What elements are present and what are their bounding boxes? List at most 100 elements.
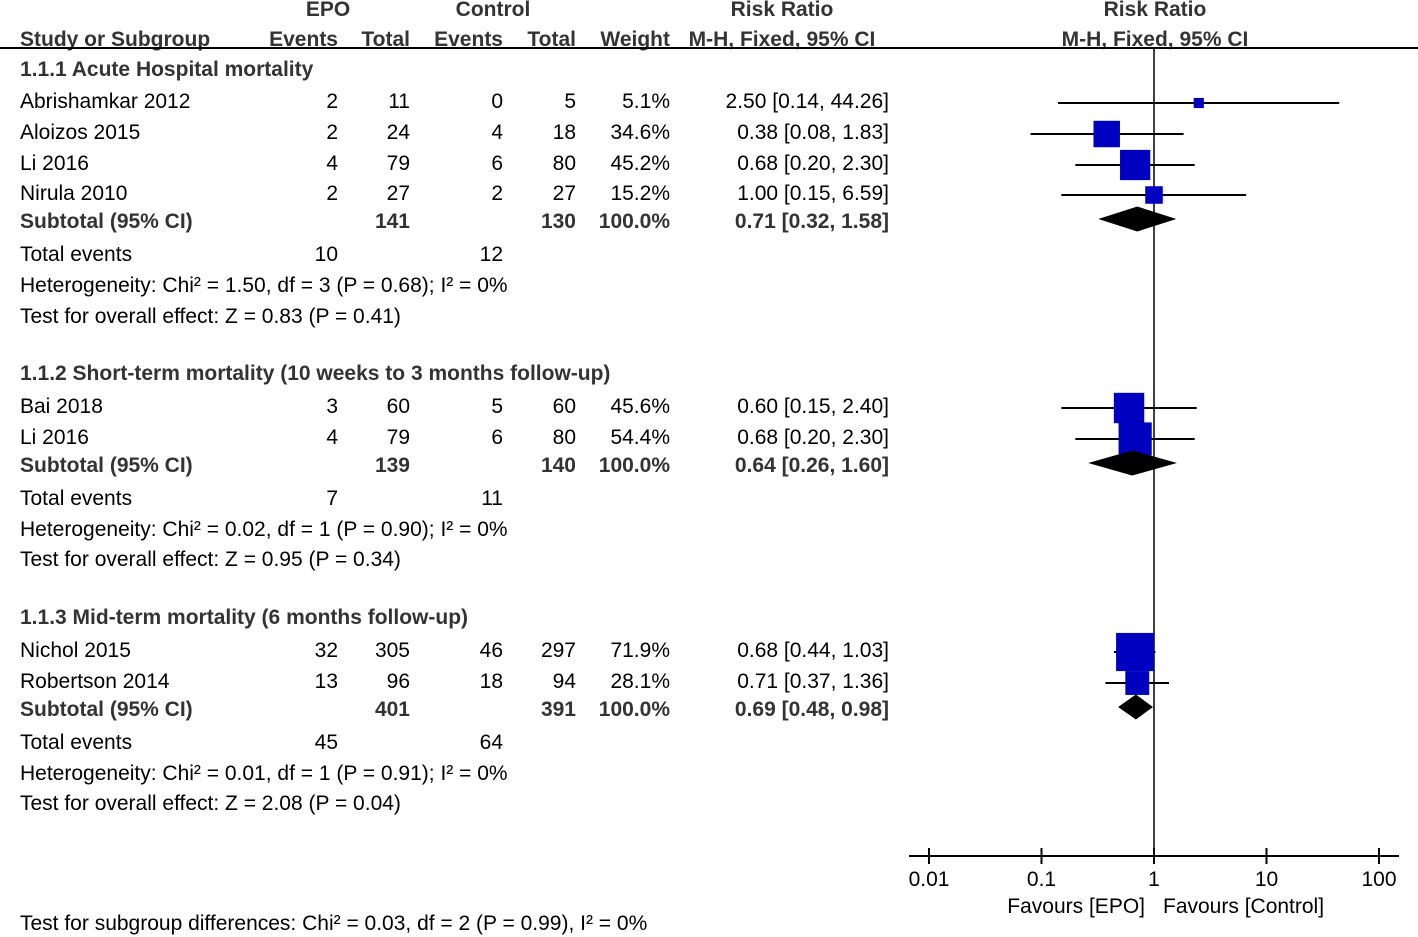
subtotal-diamond bbox=[1118, 694, 1154, 720]
study-weight: 45.6% bbox=[610, 395, 670, 418]
study-risk-ratio: 0.38 [0.08, 1.83] bbox=[737, 121, 889, 144]
header-method: M-H, Fixed, 95% CI bbox=[688, 28, 876, 51]
study-name: Bai 2018 bbox=[20, 395, 103, 418]
study-events-control: 6 bbox=[491, 426, 503, 449]
study-point-estimate bbox=[1116, 632, 1155, 672]
study-events-control: 4 bbox=[491, 121, 503, 144]
study-total-control: 27 bbox=[552, 182, 576, 205]
header-total-control: Total bbox=[527, 28, 576, 51]
study-events-control: 6 bbox=[491, 152, 503, 175]
study-name: Li 2016 bbox=[20, 426, 89, 449]
header-total-epo: Total bbox=[361, 28, 410, 51]
favours-epo-label: Favours [EPO] bbox=[1007, 895, 1145, 918]
total-events-epo: 10 bbox=[314, 243, 338, 266]
study-risk-ratio: 0.60 [0.15, 2.40] bbox=[737, 395, 889, 418]
header-weight: Weight bbox=[600, 28, 670, 51]
study-events-control: 18 bbox=[479, 670, 503, 693]
study-point-estimate bbox=[1113, 392, 1145, 424]
study-total-control: 297 bbox=[540, 639, 576, 662]
header-events-control: Events bbox=[434, 28, 503, 51]
study-events-epo: 2 bbox=[326, 182, 338, 205]
study-point-estimate bbox=[1125, 671, 1150, 695]
x-axis-tick-label: 100 bbox=[1361, 868, 1396, 891]
study-events-control: 0 bbox=[491, 90, 503, 113]
total-events-control: 64 bbox=[479, 731, 503, 754]
favours-control-label: Favours [Control] bbox=[1163, 895, 1325, 918]
study-risk-ratio: 2.50 [0.14, 44.26] bbox=[725, 90, 889, 113]
study-weight: 71.9% bbox=[610, 639, 670, 662]
study-total-control: 18 bbox=[552, 121, 576, 144]
header-plot-title: Risk Ratio bbox=[1103, 0, 1207, 21]
subtotal-total-control: 140 bbox=[540, 454, 576, 477]
total-events-label: Total events bbox=[20, 243, 133, 266]
header-plot-method: M-H, Fixed, 95% CI bbox=[1061, 28, 1249, 51]
study-point-estimate bbox=[1193, 97, 1204, 109]
study-point-estimate bbox=[1145, 186, 1163, 204]
study-events-epo: 2 bbox=[326, 121, 338, 144]
study-name: Abrishamkar 2012 bbox=[20, 90, 191, 113]
study-events-control: 2 bbox=[491, 182, 503, 205]
study-point-estimate bbox=[1093, 120, 1120, 148]
subtotal-total-epo: 139 bbox=[374, 454, 410, 477]
subtotal-diamond bbox=[1088, 450, 1177, 476]
total-events-label: Total events bbox=[20, 487, 133, 510]
subtotal-risk-ratio: 0.64 [0.26, 1.60] bbox=[734, 454, 889, 477]
total-events-control: 11 bbox=[481, 487, 503, 510]
x-axis-tick-label: 1 bbox=[1148, 868, 1160, 891]
x-axis-tick-label: 0.01 bbox=[909, 868, 950, 891]
total-events-control: 12 bbox=[479, 243, 503, 266]
study-weight: 54.4% bbox=[610, 426, 670, 449]
study-events-epo: 4 bbox=[326, 152, 338, 175]
subtotal-total-control: 130 bbox=[540, 210, 576, 233]
subtotal-diamond bbox=[1098, 206, 1177, 232]
subtotal-label: Subtotal (95% CI) bbox=[20, 210, 193, 233]
study-risk-ratio: 1.00 [0.15, 6.59] bbox=[737, 182, 889, 205]
study-total-epo: 11 bbox=[388, 90, 410, 113]
study-events-epo: 32 bbox=[314, 639, 338, 662]
subtotal-total-epo: 141 bbox=[374, 210, 410, 233]
study-name: Nichol 2015 bbox=[20, 639, 131, 662]
total-events-epo: 45 bbox=[314, 731, 338, 754]
subgroup-title: 1.1.3 Mid-term mortality (6 months follo… bbox=[20, 606, 469, 629]
overall-effect-text: Test for overall effect: Z = 0.95 (P = 0… bbox=[20, 548, 401, 571]
study-total-epo: 60 bbox=[386, 395, 410, 418]
study-events-epo: 13 bbox=[314, 670, 338, 693]
study-total-epo: 79 bbox=[386, 152, 410, 175]
study-weight: 15.2% bbox=[610, 182, 670, 205]
study-total-control: 94 bbox=[552, 670, 576, 693]
subtotal-total-control: 391 bbox=[540, 698, 576, 721]
study-total-epo: 96 bbox=[386, 670, 410, 693]
overall-effect-text: Test for overall effect: Z = 2.08 (P = 0… bbox=[20, 792, 401, 815]
study-weight: 45.2% bbox=[610, 152, 670, 175]
subtotal-risk-ratio: 0.71 [0.32, 1.58] bbox=[734, 210, 889, 233]
study-events-epo: 4 bbox=[326, 426, 338, 449]
header-events-epo: Events bbox=[269, 28, 338, 51]
subtotal-total-epo: 401 bbox=[374, 698, 410, 721]
overall-effect-text: Test for overall effect: Z = 0.83 (P = 0… bbox=[20, 305, 401, 328]
study-weight: 5.1% bbox=[622, 90, 670, 113]
study-total-epo: 27 bbox=[386, 182, 410, 205]
study-total-control: 80 bbox=[552, 152, 576, 175]
subgroup-title: 1.1.1 Acute Hospital mortality bbox=[20, 58, 314, 81]
heterogeneity-text: Heterogeneity: Chi² = 1.50, df = 3 (P = … bbox=[20, 274, 508, 297]
total-events-label: Total events bbox=[20, 731, 133, 754]
study-name: Aloizos 2015 bbox=[20, 121, 141, 144]
subtotal-risk-ratio: 0.69 [0.48, 0.98] bbox=[734, 698, 889, 721]
study-point-estimate bbox=[1118, 422, 1152, 456]
subtotal-label: Subtotal (95% CI) bbox=[20, 698, 193, 721]
study-total-control: 5 bbox=[564, 90, 576, 113]
study-point-estimate bbox=[1120, 149, 1151, 181]
study-name: Li 2016 bbox=[20, 152, 89, 175]
header-group-epo: EPO bbox=[305, 0, 351, 21]
subtotal-weight: 100.0% bbox=[598, 454, 670, 477]
header-effect-measure: Risk Ratio bbox=[730, 0, 834, 21]
study-total-epo: 24 bbox=[386, 121, 410, 144]
heterogeneity-text: Heterogeneity: Chi² = 0.01, df = 1 (P = … bbox=[20, 762, 508, 785]
study-risk-ratio: 0.68 [0.20, 2.30] bbox=[737, 426, 889, 449]
study-total-control: 60 bbox=[552, 395, 576, 418]
header-study: Study or Subgroup bbox=[20, 28, 211, 51]
study-name: Nirula 2010 bbox=[20, 182, 128, 205]
study-events-control: 5 bbox=[491, 395, 503, 418]
study-name: Robertson 2014 bbox=[20, 670, 170, 693]
